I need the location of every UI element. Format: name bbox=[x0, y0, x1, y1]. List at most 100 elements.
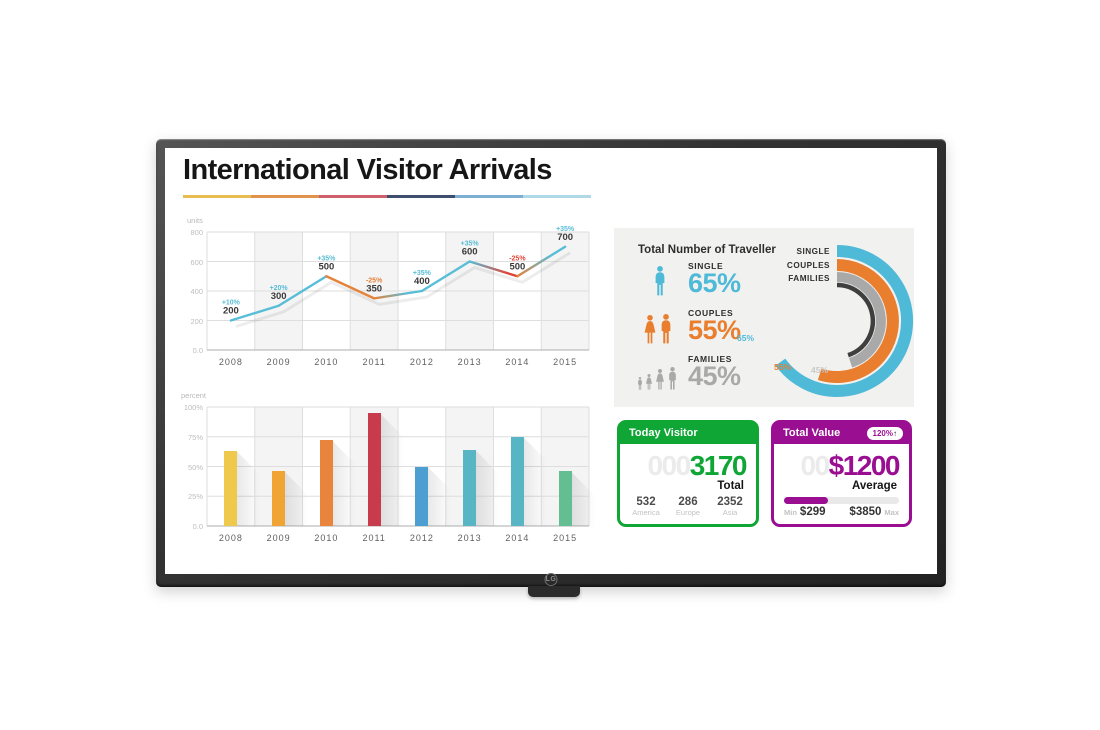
x-tick-label: 2008 bbox=[218, 357, 243, 367]
point-change-label: +35% bbox=[413, 270, 432, 277]
x-tick-label: 2012 bbox=[409, 357, 434, 367]
bar bbox=[272, 471, 286, 526]
value-progress-fill bbox=[784, 497, 828, 504]
point-value-label: 350 bbox=[366, 283, 382, 294]
page-title: International Visitor Arrivals bbox=[183, 154, 552, 186]
traveller-label: COUPLES bbox=[688, 308, 734, 318]
min-max-row: Min $299 $3850 Max bbox=[784, 506, 899, 518]
point-value-label: 500 bbox=[318, 261, 334, 272]
y-tick-label: 25% bbox=[187, 492, 203, 502]
y-tick-label: 600 bbox=[190, 257, 203, 267]
region-label: Europe bbox=[675, 508, 701, 517]
x-tick-label: 2010 bbox=[314, 533, 339, 543]
region-label: America bbox=[632, 508, 660, 517]
region-stat: 286 Europe bbox=[671, 496, 705, 517]
display-screen: International Visitor Arrivals units 800… bbox=[165, 148, 937, 574]
total-value-counter: 00$1200 bbox=[800, 450, 900, 482]
x-tick-label: 2013 bbox=[457, 357, 482, 367]
y-tick-label: 50% bbox=[187, 462, 203, 472]
line-segment bbox=[325, 275, 376, 300]
traveller-radial-gauge: SINGLE COUPLES FAMILIES 65% 55% 45% bbox=[737, 245, 914, 397]
traveller-value: 45% bbox=[688, 361, 741, 391]
point-change-label: -25% bbox=[366, 277, 383, 284]
total-value-panel: Total Value 120%↑ 00$1200 Average Min $29… bbox=[771, 420, 912, 527]
max-label: Max bbox=[884, 508, 899, 517]
x-tick-label: 2009 bbox=[266, 533, 291, 543]
y-tick-label: 800 bbox=[190, 228, 203, 237]
max-value: $3850 bbox=[849, 506, 882, 518]
underline-segment bbox=[319, 195, 387, 198]
traveller-label: FAMILIES bbox=[688, 354, 732, 364]
visitor-regions: 532 America 286 Europe 2352 Asia bbox=[629, 496, 747, 517]
point-value-label: 400 bbox=[414, 276, 430, 287]
counter-leading-zeros: 00 bbox=[800, 450, 830, 481]
line-chart-unit-label: units bbox=[187, 216, 203, 225]
x-tick-label: 2014 bbox=[505, 533, 530, 543]
max-group: $3850 Max bbox=[849, 506, 899, 518]
x-tick-label: 2015 bbox=[553, 533, 578, 543]
line-segment bbox=[468, 260, 519, 278]
traveller-panel-title: Total Number of Traveller bbox=[638, 244, 776, 256]
region-stat: 532 America bbox=[629, 496, 663, 517]
x-tick-label: 2008 bbox=[218, 533, 243, 543]
line-shadow bbox=[235, 251, 571, 328]
today-visitor-count: 3170 bbox=[689, 450, 748, 481]
arrow-up-icon: ↑ bbox=[893, 429, 897, 438]
min-group: Min $299 bbox=[784, 506, 826, 518]
growth-badge: 120%↑ bbox=[866, 427, 903, 440]
traveller-summary-panel: Total Number of Traveller SINGLE 65% COUPL… bbox=[614, 228, 914, 407]
x-tick-label: 2011 bbox=[362, 533, 386, 543]
x-tick-label: 2015 bbox=[553, 357, 578, 367]
growth-badge-value: 120% bbox=[872, 429, 893, 438]
x-tick-label: 2012 bbox=[409, 533, 434, 543]
today-visitor-panel: Today Visitor 0003170 Total 532 America 28… bbox=[617, 420, 759, 527]
traveller-row: SINGLE 65% bbox=[636, 261, 741, 297]
line-chart-x-axis: 2008 2009 2010 2011 2012 2013 2014 2015 bbox=[207, 357, 589, 367]
bar bbox=[415, 466, 429, 526]
bar bbox=[224, 451, 238, 526]
line-segment bbox=[516, 245, 567, 278]
gauge-legend-label: FAMILIES bbox=[788, 274, 830, 283]
point-value-label: 700 bbox=[557, 232, 573, 243]
region-label: Asia bbox=[722, 508, 738, 517]
x-tick-label: 2009 bbox=[266, 357, 291, 367]
point-value-label: 300 bbox=[271, 291, 287, 302]
region-value: 286 bbox=[678, 496, 698, 508]
bar-chart-plot bbox=[206, 406, 595, 527]
total-value-average-label: Average bbox=[852, 480, 897, 492]
region-value: 532 bbox=[636, 496, 656, 508]
today-visitor-header-label: Today Visitor bbox=[629, 427, 698, 439]
gauge-legend-label: COUPLES bbox=[787, 261, 830, 270]
traveller-label: SINGLE bbox=[688, 261, 724, 271]
line-segment bbox=[372, 289, 424, 300]
line-chart-svg: +10%200+20%300+35%500-25%350+35%400+35%6… bbox=[206, 226, 590, 351]
bar bbox=[558, 471, 572, 526]
total-value-header: Total Value 120%↑ bbox=[774, 423, 909, 444]
bar bbox=[367, 412, 381, 526]
gauge-percent-label: 65% bbox=[737, 333, 754, 343]
traveller-row: COUPLES 55% bbox=[636, 308, 741, 344]
min-value: $299 bbox=[799, 506, 826, 518]
line-segment bbox=[229, 304, 280, 322]
underline-segment bbox=[183, 195, 251, 198]
gauge-arc-families bbox=[836, 272, 886, 368]
bar bbox=[463, 449, 477, 526]
gauge-legend-label: SINGLE bbox=[797, 247, 831, 256]
underline-segment bbox=[455, 195, 523, 198]
lg-logo: LG bbox=[544, 573, 558, 586]
traveller-value: 65% bbox=[688, 268, 741, 298]
traveller-row: FAMILIES 45% bbox=[636, 354, 741, 390]
title-underline bbox=[183, 195, 591, 198]
region-stat: 2352 Asia bbox=[713, 496, 747, 517]
point-change-label: +35% bbox=[461, 241, 480, 248]
point-value-label: 200 bbox=[223, 306, 239, 317]
bar-chart-y-axis: 100% 75% 50% 25% 0.0 bbox=[179, 403, 203, 531]
y-tick-label: 400 bbox=[190, 287, 203, 296]
gauge-percent-label: 45% bbox=[811, 365, 828, 375]
x-tick-label: 2011 bbox=[362, 357, 386, 367]
lg-display-monitor: International Visitor Arrivals units 800… bbox=[156, 139, 946, 597]
x-tick-label: 2010 bbox=[314, 357, 339, 367]
underline-segment bbox=[523, 195, 591, 198]
bar bbox=[319, 440, 333, 526]
y-tick-label: 0.0 bbox=[192, 522, 203, 531]
